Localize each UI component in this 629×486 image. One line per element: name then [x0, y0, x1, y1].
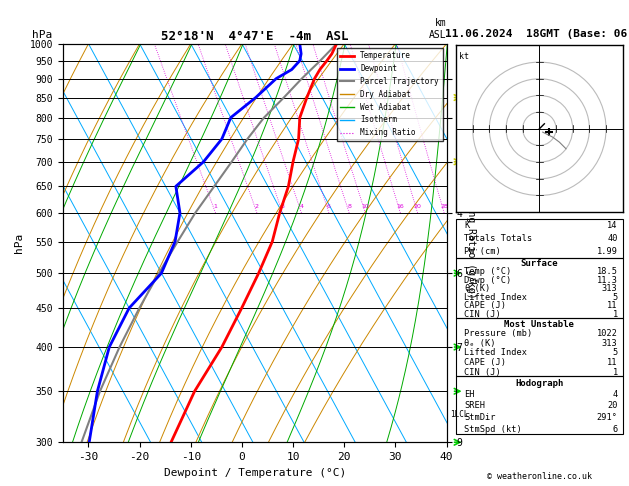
Text: km
ASL: km ASL — [429, 18, 447, 40]
Text: 4: 4 — [613, 390, 618, 399]
Text: K: K — [464, 221, 470, 230]
Text: 6: 6 — [613, 425, 618, 434]
Text: 20: 20 — [414, 204, 421, 209]
Text: Temp (°C): Temp (°C) — [464, 267, 511, 276]
Legend: Temperature, Dewpoint, Parcel Trajectory, Dry Adiabat, Wet Adiabat, Isotherm, Mi: Temperature, Dewpoint, Parcel Trajectory… — [337, 48, 443, 141]
Text: θₑ (K): θₑ (K) — [464, 339, 496, 347]
Text: © weatheronline.co.uk: © weatheronline.co.uk — [487, 472, 592, 481]
Y-axis label: Mixing Ratio (g/kg): Mixing Ratio (g/kg) — [466, 187, 476, 299]
Text: 1: 1 — [613, 310, 618, 319]
Text: CAPE (J): CAPE (J) — [464, 358, 506, 367]
Bar — [456, 258, 623, 318]
Bar — [456, 219, 623, 258]
Text: 1LCL: 1LCL — [450, 410, 469, 419]
Text: EH: EH — [464, 390, 475, 399]
Title: 52°18'N  4°47'E  -4m  ASL: 52°18'N 4°47'E -4m ASL — [161, 30, 348, 43]
Text: 20: 20 — [607, 401, 618, 410]
Text: CIN (J): CIN (J) — [464, 310, 501, 319]
Text: θₑ(K): θₑ(K) — [464, 284, 491, 293]
Text: 3: 3 — [281, 204, 284, 209]
Text: Most Unstable: Most Unstable — [504, 320, 574, 329]
Text: Lifted Index: Lifted Index — [464, 348, 527, 357]
Text: 313: 313 — [602, 284, 618, 293]
Text: StmDir: StmDir — [464, 413, 496, 422]
Text: Pressure (mb): Pressure (mb) — [464, 329, 533, 338]
Text: kt: kt — [459, 52, 469, 61]
Text: Hodograph: Hodograph — [515, 379, 564, 388]
Text: 1022: 1022 — [597, 329, 618, 338]
Text: 4: 4 — [299, 204, 303, 209]
Text: 2: 2 — [255, 204, 259, 209]
Text: CIN (J): CIN (J) — [464, 367, 501, 377]
Text: CAPE (J): CAPE (J) — [464, 301, 506, 311]
Text: 11.06.2024  18GMT (Base: 06): 11.06.2024 18GMT (Base: 06) — [445, 29, 629, 39]
X-axis label: Dewpoint / Temperature (°C): Dewpoint / Temperature (°C) — [164, 468, 346, 478]
Text: 6: 6 — [327, 204, 331, 209]
Text: 11.3: 11.3 — [597, 276, 618, 285]
Text: 28: 28 — [440, 204, 448, 209]
Text: 14: 14 — [607, 221, 618, 230]
Text: Surface: Surface — [521, 259, 558, 268]
Text: 11: 11 — [607, 301, 618, 311]
Text: 10: 10 — [362, 204, 369, 209]
Text: 16: 16 — [396, 204, 404, 209]
Bar — [456, 318, 623, 376]
Text: 40: 40 — [607, 234, 618, 243]
Text: 1.99: 1.99 — [597, 247, 618, 256]
Text: 313: 313 — [602, 339, 618, 347]
Bar — [456, 376, 623, 434]
Text: 1: 1 — [213, 204, 218, 209]
Text: Totals Totals: Totals Totals — [464, 234, 533, 243]
Text: 11: 11 — [607, 358, 618, 367]
Text: 291°: 291° — [597, 413, 618, 422]
Text: Lifted Index: Lifted Index — [464, 293, 527, 302]
Y-axis label: hPa: hPa — [14, 233, 24, 253]
Text: 5: 5 — [613, 348, 618, 357]
Text: SREH: SREH — [464, 401, 486, 410]
Text: PW (cm): PW (cm) — [464, 247, 501, 256]
Text: 1: 1 — [613, 367, 618, 377]
Text: Dewp (°C): Dewp (°C) — [464, 276, 511, 285]
Text: 18.5: 18.5 — [597, 267, 618, 276]
Text: hPa: hPa — [32, 30, 52, 40]
Text: 5: 5 — [613, 293, 618, 302]
Text: StmSpd (kt): StmSpd (kt) — [464, 425, 522, 434]
Text: 8: 8 — [347, 204, 351, 209]
